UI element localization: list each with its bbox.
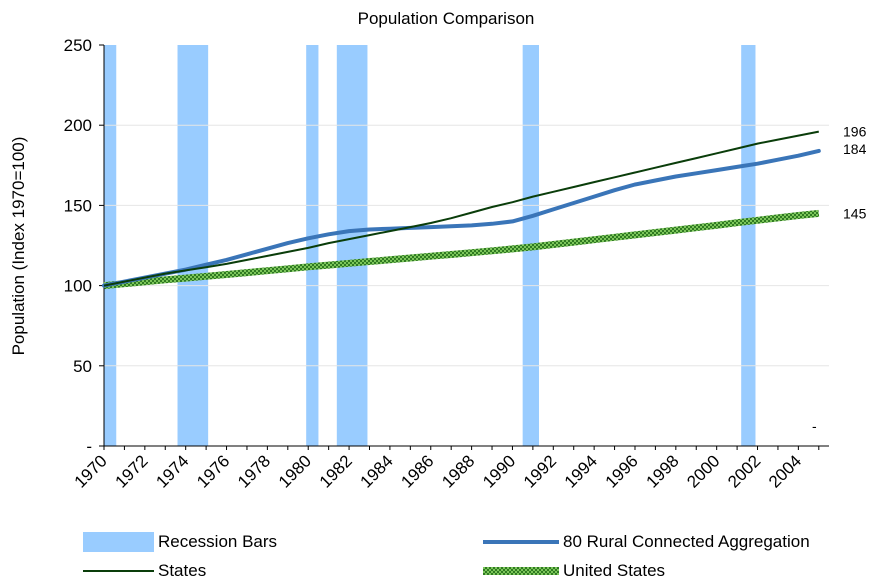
- annotation-dash: -: [812, 418, 817, 434]
- recession-bar: [177, 45, 209, 446]
- x-tick-label: 1990: [479, 451, 519, 491]
- x-tick-label: 1974: [152, 451, 192, 491]
- recession-bar: [306, 45, 319, 446]
- series-lines: [102, 130, 821, 290]
- recession-bars: [104, 45, 756, 446]
- x-tick-label: 1970: [71, 451, 111, 491]
- legend-item-recession-bars: Recession Bars: [83, 532, 277, 552]
- x-tick-label: 1996: [602, 451, 642, 491]
- y-axis-title: Population (Index 1970=100): [9, 137, 28, 356]
- series-line-united-states: [103, 209, 820, 290]
- chart-title: Population Comparison: [358, 9, 535, 28]
- y-tick-label: 200: [64, 116, 92, 135]
- x-tick-label: 1978: [234, 451, 274, 491]
- recession-bar: [741, 45, 756, 446]
- legend-swatch-recession: [83, 532, 154, 552]
- recession-bar: [336, 45, 368, 446]
- y-tick-label: 100: [64, 277, 92, 296]
- x-tick-label: 1998: [642, 451, 682, 491]
- x-tick-label: 1994: [561, 451, 601, 491]
- legend-label: 80 Rural Connected Aggregation: [563, 532, 810, 551]
- x-tick-label: 2000: [683, 451, 723, 491]
- x-tick-label: 1982: [316, 451, 356, 491]
- x-tick-label: 1980: [275, 451, 315, 491]
- legend-swatch-rural: [483, 540, 559, 544]
- legend-swatch-states: [83, 570, 154, 572]
- x-tick-label: 1986: [397, 451, 437, 491]
- legend-item-states: States: [83, 561, 206, 581]
- series-line-states: [103, 130, 819, 287]
- x-tick-label: 1992: [520, 451, 560, 491]
- series-line-rural-aggregation: [102, 148, 821, 288]
- y-tick-label: -: [86, 437, 92, 456]
- legend-item-rural-aggregation: 80 Rural Connected Aggregation: [483, 532, 810, 552]
- end-value-label: 196: [843, 124, 867, 140]
- y-tick-label: 150: [64, 196, 92, 215]
- recession-bar: [104, 45, 117, 446]
- legend-swatch-united-states: [483, 567, 559, 575]
- end-value-label: 184: [843, 141, 867, 157]
- y-tick-label: 250: [64, 36, 92, 55]
- legend-item-united-states: United States: [483, 561, 665, 581]
- x-tick-label: 1984: [357, 451, 397, 491]
- y-tick-label: 50: [73, 357, 92, 376]
- legend-label: United States: [563, 561, 666, 580]
- x-tick-label: 2004: [765, 451, 805, 491]
- x-tick-label: 1976: [193, 451, 233, 491]
- x-tick-label: 1988: [438, 451, 478, 491]
- legend-label: Recession Bars: [158, 532, 278, 551]
- x-tick-label: 1972: [111, 451, 151, 491]
- x-tick-label: 2002: [724, 451, 764, 491]
- end-value-label: 145: [843, 205, 867, 221]
- legend-label: States: [158, 561, 207, 580]
- gridlines: [104, 124, 829, 367]
